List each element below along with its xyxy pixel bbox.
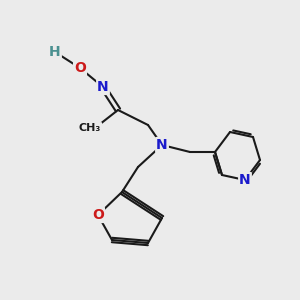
Text: N: N	[156, 138, 168, 152]
Text: H: H	[49, 45, 61, 59]
Text: CH₃: CH₃	[79, 123, 101, 133]
Text: O: O	[92, 208, 104, 222]
Text: N: N	[239, 173, 251, 187]
Text: N: N	[97, 80, 109, 94]
Text: O: O	[74, 61, 86, 75]
